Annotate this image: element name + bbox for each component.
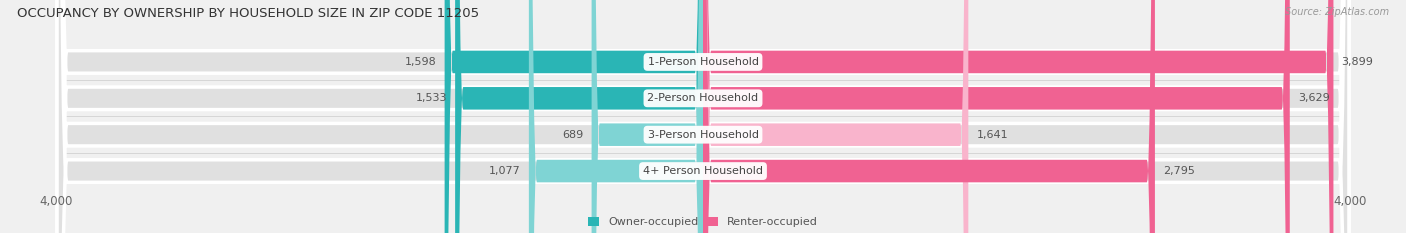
FancyBboxPatch shape [456, 0, 703, 233]
Text: 1,598: 1,598 [405, 57, 436, 67]
Text: 1,077: 1,077 [489, 166, 520, 176]
FancyBboxPatch shape [703, 0, 1333, 233]
Legend: Owner-occupied, Renter-occupied: Owner-occupied, Renter-occupied [588, 217, 818, 227]
Text: 1-Person Household: 1-Person Household [648, 57, 758, 67]
FancyBboxPatch shape [703, 0, 1154, 233]
Text: OCCUPANCY BY OWNERSHIP BY HOUSEHOLD SIZE IN ZIP CODE 11205: OCCUPANCY BY OWNERSHIP BY HOUSEHOLD SIZE… [17, 7, 479, 20]
Text: 689: 689 [562, 130, 583, 140]
FancyBboxPatch shape [703, 0, 969, 233]
Text: Source: ZipAtlas.com: Source: ZipAtlas.com [1285, 7, 1389, 17]
FancyBboxPatch shape [58, 0, 1348, 233]
Text: 3,629: 3,629 [1298, 93, 1330, 103]
Text: 1,641: 1,641 [976, 130, 1008, 140]
FancyBboxPatch shape [592, 0, 703, 233]
FancyBboxPatch shape [58, 0, 1348, 233]
FancyBboxPatch shape [444, 0, 703, 233]
Text: 2-Person Household: 2-Person Household [647, 93, 759, 103]
Text: 2,795: 2,795 [1163, 166, 1195, 176]
Text: 4+ Person Household: 4+ Person Household [643, 166, 763, 176]
Text: 3,899: 3,899 [1341, 57, 1374, 67]
FancyBboxPatch shape [58, 0, 1348, 233]
FancyBboxPatch shape [58, 0, 1348, 233]
FancyBboxPatch shape [529, 0, 703, 233]
Text: 1,533: 1,533 [416, 93, 447, 103]
FancyBboxPatch shape [703, 0, 1289, 233]
Text: 3-Person Household: 3-Person Household [648, 130, 758, 140]
